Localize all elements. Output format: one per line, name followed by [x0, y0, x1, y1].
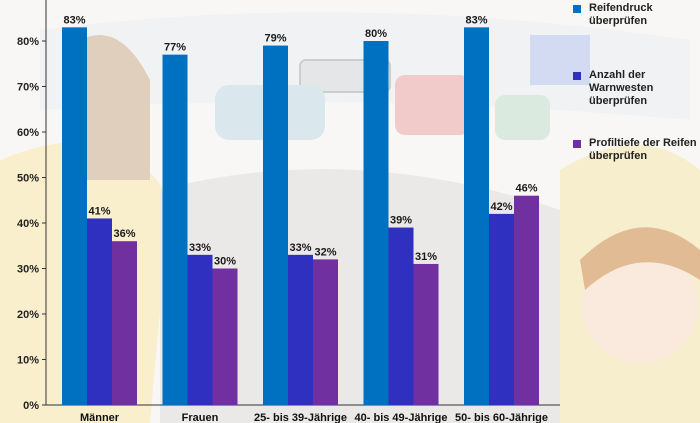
- y-tick-label: 60%: [17, 127, 39, 139]
- bar: [464, 27, 489, 405]
- y-tick-label: 10%: [17, 355, 39, 367]
- y-tick-label: 50%: [17, 173, 39, 185]
- y-tick-label: 0%: [23, 400, 39, 412]
- data-label: 79%: [264, 33, 286, 45]
- bar: [489, 213, 514, 405]
- data-label: 41%: [88, 205, 110, 217]
- legend-swatch: [573, 72, 581, 80]
- y-tick-label: 40%: [17, 218, 39, 230]
- data-label: 83%: [465, 14, 487, 26]
- data-label: 33%: [189, 242, 211, 254]
- data-label: 36%: [113, 228, 135, 240]
- data-label: 46%: [515, 183, 537, 195]
- y-tick-label: 80%: [17, 36, 39, 48]
- bar: [162, 54, 188, 406]
- bar: [514, 195, 539, 405]
- legend-swatch: [573, 5, 581, 13]
- bar: [112, 241, 137, 405]
- data-label: 83%: [63, 14, 85, 26]
- bar: [363, 41, 389, 405]
- bar: [187, 254, 213, 405]
- bar: [313, 259, 338, 405]
- data-label: 77%: [164, 42, 186, 54]
- legend-label: Reifendruck überprüfen: [589, 2, 653, 27]
- x-tick-label: 40- bis 49-Jährige: [355, 412, 448, 423]
- data-label: 33%: [289, 242, 311, 254]
- bar: [62, 27, 87, 405]
- x-tick-label: 25- bis 39-Jährige: [254, 412, 347, 423]
- legend-label: Anzahl der Warnwesten überprüfen: [589, 69, 654, 107]
- data-label: 80%: [365, 28, 387, 40]
- data-label: 30%: [214, 256, 236, 268]
- y-tick-label: 30%: [17, 264, 39, 276]
- legend-item-profiltiefe: Profiltiefe der Reifen überprüfen: [573, 137, 699, 163]
- data-label: 32%: [314, 246, 336, 258]
- bar: [388, 227, 414, 405]
- legend-swatch: [573, 140, 581, 148]
- bar: [87, 218, 112, 405]
- legend-item-reifendruck: Reifendruck überprüfen: [573, 2, 700, 28]
- y-tick-label: 90%: [17, 0, 39, 3]
- y-tick-label: 20%: [17, 309, 39, 321]
- data-label: 39%: [390, 215, 412, 227]
- bar: [413, 263, 439, 405]
- data-label: 31%: [415, 251, 437, 263]
- bar: [288, 254, 313, 405]
- y-tick-label: 70%: [17, 82, 39, 94]
- x-axis-labels: Männer Frauen 25- bis 39-Jährige 40- bis 49…: [80, 412, 548, 423]
- x-tick-label: Frauen: [182, 412, 219, 423]
- legend-item-warnwesten: Anzahl der Warnwesten überprüfen: [573, 69, 689, 108]
- legend-label: Profiltiefe der Reifen überprüfen: [589, 137, 697, 162]
- bars: [62, 27, 539, 406]
- bar: [263, 45, 288, 406]
- x-tick-label: 50- bis 60-Jährige: [455, 412, 548, 423]
- x-tick-label: Männer: [80, 412, 120, 423]
- data-label: 42%: [490, 201, 512, 213]
- value-labels: 83% 77% 79% 80% 83% 41% 33% 33% 39% 42% 36% 30% 32% 3…: [63, 14, 537, 267]
- bar: [212, 268, 238, 405]
